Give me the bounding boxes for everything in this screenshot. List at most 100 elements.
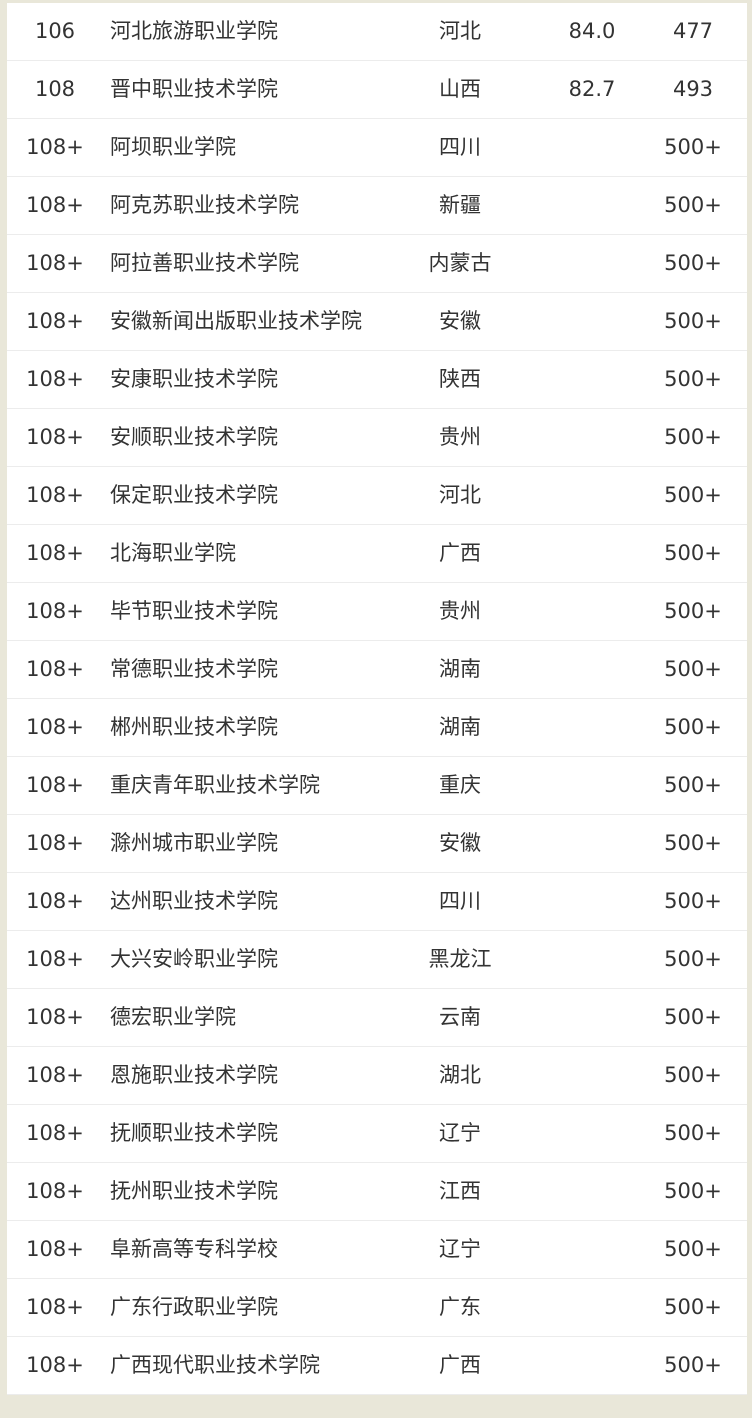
count-cell: 500+	[664, 1005, 722, 1029]
rank-cell: 108+	[26, 1237, 84, 1261]
rank-cell: 108+	[26, 1179, 84, 1203]
rank-cell: 108+	[26, 831, 84, 855]
province-cell: 新疆	[439, 193, 481, 217]
rank-cell: 108	[34, 77, 76, 101]
table-row: 108+ 北海职业学院 广西 500+	[7, 525, 747, 583]
school-name-cell: 广东行政职业学院	[110, 1295, 278, 1319]
school-name-cell: 郴州职业技术学院	[110, 715, 278, 739]
table-row: 108+ 广西现代职业技术学院 广西 500+	[7, 1337, 747, 1395]
rank-cell: 108+	[26, 367, 84, 391]
count-cell: 500+	[664, 251, 722, 275]
province-cell: 河北	[439, 19, 481, 43]
province-cell: 河北	[439, 483, 481, 507]
count-cell: 500+	[664, 1063, 722, 1087]
rank-cell: 108+	[26, 1295, 84, 1319]
rank-cell: 106	[34, 19, 76, 43]
count-cell: 500+	[664, 135, 722, 159]
table-row: 108+ 大兴安岭职业学院 黑龙江 500+	[7, 931, 747, 989]
rank-cell: 108+	[26, 135, 84, 159]
count-cell: 500+	[664, 831, 722, 855]
province-cell: 广西	[439, 1353, 481, 1377]
school-name-cell: 阿拉善职业技术学院	[110, 251, 299, 275]
province-cell: 江西	[439, 1179, 481, 1203]
school-name-cell: 重庆青年职业技术学院	[110, 773, 320, 797]
count-cell: 500+	[664, 1237, 722, 1261]
table-row: 108+ 德宏职业学院 云南 500+	[7, 989, 747, 1047]
province-cell: 山西	[439, 77, 481, 101]
table-row: 108 晋中职业技术学院 山西 82.7 493	[7, 61, 747, 119]
rank-cell: 108+	[26, 483, 84, 507]
table-row: 108+ 抚顺职业技术学院 辽宁 500+	[7, 1105, 747, 1163]
count-cell: 500+	[664, 425, 722, 449]
count-cell: 500+	[664, 715, 722, 739]
province-cell: 湖北	[439, 1063, 481, 1087]
count-cell: 500+	[664, 193, 722, 217]
province-cell: 四川	[439, 135, 481, 159]
table-row: 108+ 广东行政职业学院 广东 500+	[7, 1279, 747, 1337]
count-cell: 500+	[664, 889, 722, 913]
province-cell: 重庆	[439, 773, 481, 797]
school-name-cell: 常德职业技术学院	[110, 657, 278, 681]
ranking-table: 106 河北旅游职业学院 河北 84.0 477 108 晋中职业技术学院 山西 82.7 493…	[7, 3, 747, 1395]
rank-cell: 108+	[26, 1005, 84, 1029]
table-row: 108+ 滁州城市职业学院 安徽 500+	[7, 815, 747, 873]
school-name-cell: 阿坝职业学院	[110, 135, 236, 159]
score-cell: 84.0	[568, 19, 616, 43]
score-cell: 82.7	[568, 77, 616, 101]
school-name-cell: 达州职业技术学院	[110, 889, 278, 913]
school-name-cell: 抚州职业技术学院	[110, 1179, 278, 1203]
rank-cell: 108+	[26, 1121, 84, 1145]
rank-cell: 108+	[26, 251, 84, 275]
count-cell: 500+	[664, 947, 722, 971]
table-row: 108+ 重庆青年职业技术学院 重庆 500+	[7, 757, 747, 815]
province-cell: 辽宁	[439, 1121, 481, 1145]
table-row: 106 河北旅游职业学院 河北 84.0 477	[7, 3, 747, 61]
province-cell: 黑龙江	[428, 947, 492, 971]
table-row: 108+ 郴州职业技术学院 湖南 500+	[7, 699, 747, 757]
province-cell: 湖南	[439, 657, 481, 681]
count-cell: 500+	[664, 773, 722, 797]
province-cell: 辽宁	[439, 1237, 481, 1261]
rank-cell: 108+	[26, 309, 84, 333]
school-name-cell: 德宏职业学院	[110, 1005, 236, 1029]
province-cell: 湖南	[439, 715, 481, 739]
table-row: 108+ 保定职业技术学院 河北 500+	[7, 467, 747, 525]
province-cell: 广东	[439, 1295, 481, 1319]
province-cell: 内蒙古	[428, 251, 492, 275]
count-cell: 500+	[664, 483, 722, 507]
rank-cell: 108+	[26, 657, 84, 681]
school-name-cell: 安顺职业技术学院	[110, 425, 278, 449]
count-cell: 493	[672, 77, 714, 101]
count-cell: 500+	[664, 1295, 722, 1319]
rank-cell: 108+	[26, 599, 84, 623]
table-row: 108+ 安顺职业技术学院 贵州 500+	[7, 409, 747, 467]
province-cell: 贵州	[439, 599, 481, 623]
school-name-cell: 北海职业学院	[110, 541, 236, 565]
province-cell: 广西	[439, 541, 481, 565]
province-cell: 安徽	[439, 831, 481, 855]
table-row: 108+ 安康职业技术学院 陕西 500+	[7, 351, 747, 409]
school-name-cell: 毕节职业技术学院	[110, 599, 278, 623]
table-row: 108+ 毕节职业技术学院 贵州 500+	[7, 583, 747, 641]
school-name-cell: 滁州城市职业学院	[110, 831, 278, 855]
school-name-cell: 晋中职业技术学院	[110, 77, 278, 101]
province-cell: 云南	[439, 1005, 481, 1029]
school-name-cell: 广西现代职业技术学院	[110, 1353, 320, 1377]
rank-cell: 108+	[26, 1063, 84, 1087]
rank-cell: 108+	[26, 193, 84, 217]
province-cell: 贵州	[439, 425, 481, 449]
rank-cell: 108+	[26, 715, 84, 739]
table-row: 108+ 达州职业技术学院 四川 500+	[7, 873, 747, 931]
province-cell: 四川	[439, 889, 481, 913]
table-row: 108+ 阿拉善职业技术学院 内蒙古 500+	[7, 235, 747, 293]
count-cell: 500+	[664, 541, 722, 565]
school-name-cell: 保定职业技术学院	[110, 483, 278, 507]
count-cell: 500+	[664, 1179, 722, 1203]
table-row: 108+ 常德职业技术学院 湖南 500+	[7, 641, 747, 699]
school-name-cell: 大兴安岭职业学院	[110, 947, 278, 971]
rank-cell: 108+	[26, 541, 84, 565]
count-cell: 500+	[664, 657, 722, 681]
count-cell: 500+	[664, 1353, 722, 1377]
rank-cell: 108+	[26, 773, 84, 797]
count-cell: 500+	[664, 309, 722, 333]
